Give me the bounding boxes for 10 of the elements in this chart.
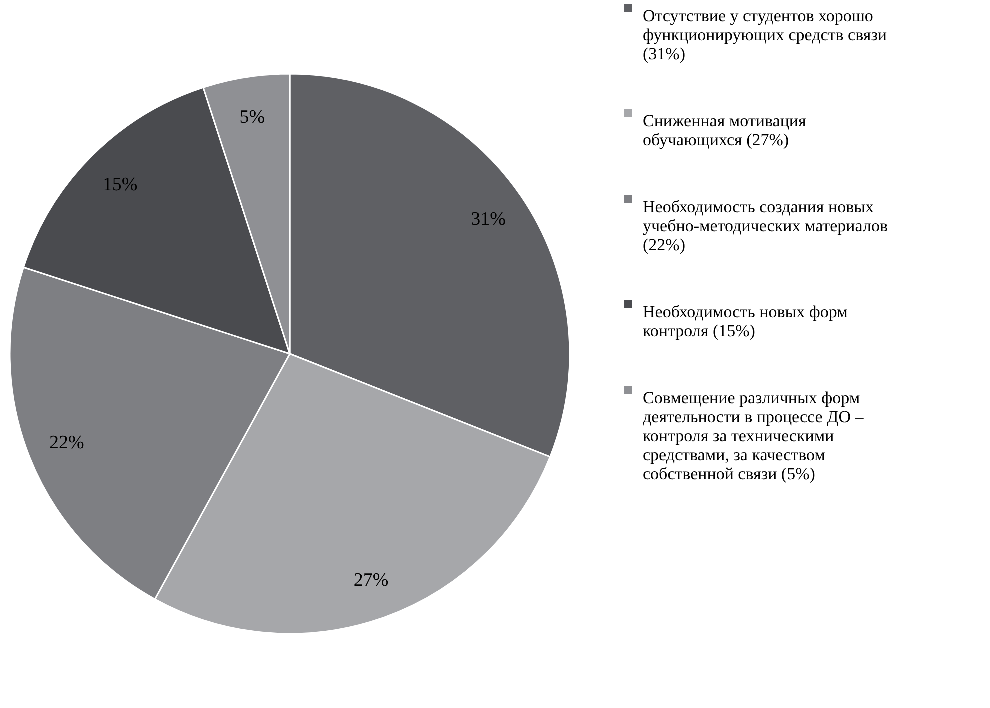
data-label: 31% <box>471 209 506 230</box>
data-label: 27% <box>354 570 389 591</box>
data-label: 22% <box>49 432 84 454</box>
legend-label: Необходимость новых форм контроля (15%) <box>643 302 848 340</box>
legend-label: Необходимость создания новых учебно-методических материалов (22%) <box>643 198 888 254</box>
data-label: 15% <box>102 174 138 196</box>
legend-label: Сниженная мотивация обучающихся (27%) <box>643 112 807 150</box>
legend-label: Совмещение различных форм деятельности в процессе ДО – контроля за техническими средствами, за качеством собственной связи (5%) <box>643 388 864 484</box>
data-label: 5% <box>240 106 266 128</box>
legend-label: Отсутствие у студентов хорошо функционирующих средств связи (31%) <box>643 6 888 64</box>
